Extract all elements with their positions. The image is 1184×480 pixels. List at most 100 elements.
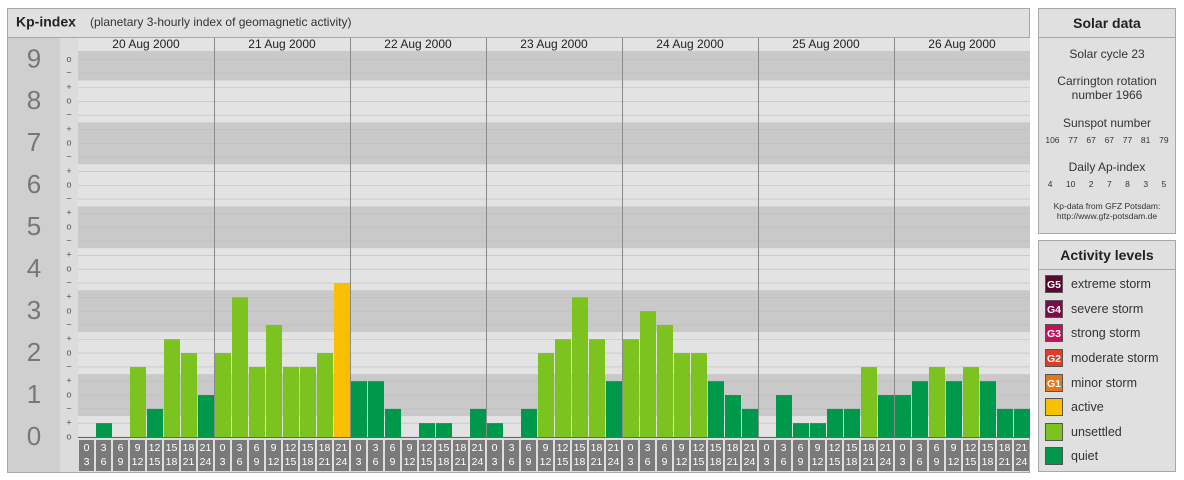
level-item: G3 strong storm (1039, 321, 1175, 346)
minor-tick-label: − (66, 403, 71, 413)
level-item: active (1039, 395, 1175, 420)
hour-label: 21 (319, 456, 331, 468)
hour-box (521, 440, 536, 471)
hour-label: 18 (438, 456, 450, 468)
hour-label: 12 (676, 456, 688, 468)
bar (215, 353, 231, 437)
bar (623, 339, 639, 437)
bar (96, 423, 112, 437)
hour-label: 0 (84, 442, 90, 454)
hour-box (334, 440, 349, 471)
minor-tick-label: + (66, 250, 71, 260)
hour-label: 24 (200, 456, 212, 468)
hour-box (946, 440, 961, 471)
bar (317, 353, 333, 437)
hour-label: 0 (220, 442, 226, 454)
hour-box (572, 440, 587, 471)
hour-label: 12 (149, 442, 161, 454)
bar (793, 423, 809, 437)
band (78, 51, 1030, 81)
hour-label: 6 (526, 442, 532, 454)
bar (776, 395, 792, 437)
hour-label: 21 (608, 442, 620, 454)
hour-box (79, 440, 94, 471)
hour-box (555, 440, 570, 471)
bar (895, 395, 911, 437)
hour-label: 12 (965, 442, 977, 454)
hour-label: 12 (693, 442, 705, 454)
sunspot-value: 67 (1086, 135, 1096, 145)
hour-box (147, 440, 162, 471)
hour-label: 9 (271, 442, 277, 454)
bar (521, 408, 537, 437)
hour-box (793, 440, 808, 471)
hour-label: 9 (951, 442, 957, 454)
hour-label: 15 (302, 442, 314, 454)
hour-label: 21 (472, 442, 484, 454)
hour-label: 6 (373, 456, 379, 468)
carrington: Carrington rotation number 1966 (1057, 74, 1157, 102)
hour-box (963, 440, 978, 471)
hour-box (538, 440, 553, 471)
hour-label: 6 (662, 442, 668, 454)
hour-label: 18 (846, 456, 858, 468)
level-badge (1045, 422, 1063, 441)
minor-label-column (60, 38, 78, 472)
minor-tick-label: o (66, 347, 71, 357)
sunspot-value: 67 (1104, 135, 1115, 145)
bar (708, 381, 724, 437)
hour-label: 24 (472, 456, 484, 468)
y-tick-label: 5 (27, 211, 41, 241)
bar (674, 353, 690, 437)
hour-label: 3 (237, 442, 243, 454)
bar (266, 324, 282, 437)
hour-label: 6 (390, 442, 396, 454)
hour-box (215, 440, 230, 471)
hour-box (810, 440, 825, 471)
bar (929, 366, 945, 437)
kp-chart: Kp-index (planetary 3-hourly index of ge… (7, 8, 1030, 473)
hour-label: 18 (302, 456, 314, 468)
hour-label: 9 (118, 456, 124, 468)
date-label: 22 Aug 2000 (384, 37, 452, 51)
hour-box (708, 440, 723, 471)
hour-label: 15 (846, 442, 858, 454)
level-badge: G2 (1045, 349, 1063, 368)
hour-label: 12 (829, 442, 841, 454)
hour-label: 12 (948, 456, 960, 468)
hour-label: 12 (557, 442, 569, 454)
hour-box (827, 440, 842, 471)
hour-label: 21 (455, 456, 467, 468)
hour-label: 15 (421, 456, 433, 468)
hour-label: 3 (220, 456, 226, 468)
source: Kp-data from GFZ Potsdam: (1053, 201, 1161, 211)
date-label: 21 Aug 2000 (248, 37, 316, 51)
hour-label: 12 (812, 456, 824, 468)
hour-label: 3 (356, 456, 362, 468)
hour-box (725, 440, 740, 471)
bar (385, 408, 401, 437)
minor-tick-label: − (66, 277, 71, 287)
bar (589, 339, 605, 437)
hour-label: 21 (999, 456, 1011, 468)
bar (147, 408, 163, 437)
hour-box (164, 440, 179, 471)
level-badge: G3 (1045, 324, 1063, 343)
hour-label: 18 (982, 456, 994, 468)
hour-label: 15 (149, 456, 161, 468)
level-item: G2 moderate storm (1039, 346, 1175, 371)
hour-box (895, 440, 910, 471)
date-label: 20 Aug 2000 (112, 37, 180, 51)
hour-label: 15 (557, 456, 569, 468)
level-name: minor storm (1071, 375, 1137, 390)
chart-subtitle: (planetary 3-hourly index of geomagnetic… (90, 15, 351, 29)
hour-box (997, 440, 1012, 471)
y-tick-label: 4 (27, 253, 41, 283)
hour-label: 0 (492, 442, 498, 454)
hour-box (283, 440, 298, 471)
hour-label: 18 (727, 442, 739, 454)
y-tick-label: 7 (27, 127, 41, 157)
bar (555, 339, 571, 437)
ap-value: 4 (1047, 179, 1053, 189)
hour-label: 21 (727, 456, 739, 468)
